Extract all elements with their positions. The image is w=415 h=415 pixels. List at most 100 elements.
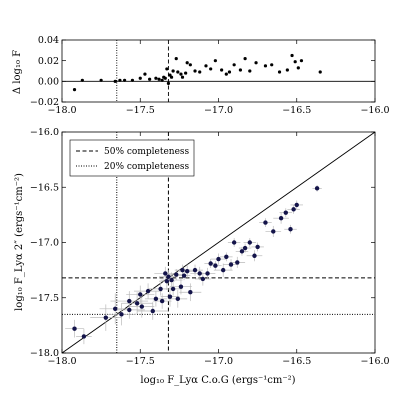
data-point — [200, 276, 206, 282]
residual-y-tick-label: 0.04 — [38, 35, 59, 46]
flux-y-tick-label: −16.0 — [30, 127, 59, 138]
residual-point — [270, 63, 274, 67]
residual-point — [123, 78, 127, 82]
data-point — [224, 254, 229, 260]
residual-panel-frame — [61, 39, 376, 103]
data-point — [181, 273, 187, 278]
data-point — [197, 271, 202, 276]
residual-point — [163, 76, 167, 80]
residual-point — [213, 59, 217, 63]
flux-x-tick-label: −17.5 — [126, 356, 155, 367]
data-point — [134, 301, 140, 306]
residual-point — [160, 78, 164, 82]
data-point — [139, 304, 145, 309]
data-point — [119, 312, 124, 317]
data-point — [158, 286, 163, 292]
data-point — [213, 263, 218, 268]
residual-point — [285, 68, 289, 72]
flux-y-tick-label: −17.5 — [30, 293, 59, 304]
residual-y-tick-label: 0.00 — [38, 77, 59, 88]
residual-point — [143, 72, 147, 76]
data-point — [216, 256, 221, 262]
data-point — [170, 286, 176, 292]
data-point — [235, 260, 240, 265]
residual-point — [169, 75, 174, 79]
residual-point — [248, 69, 252, 73]
residual-point — [209, 67, 213, 71]
data-point — [231, 240, 237, 245]
residual-y-tick-label: 0.02 — [38, 56, 59, 67]
residual-panel: −18.0 −17.5 −17.0 −16.5 −16.0 −0.02 0.00 0.02 0.… — [12, 35, 390, 116]
residual-x-tick-label: −17.0 — [204, 105, 233, 116]
residual-point — [318, 70, 322, 74]
residual-point — [154, 76, 158, 80]
flux-panel: −18.0 −17.5 −17.0 −16.5 −16.0 −18.0 −17.5 −17.0… — [14, 127, 390, 386]
residual-point — [277, 70, 282, 74]
data-point — [150, 308, 155, 314]
data-point — [163, 271, 168, 276]
residual-point — [80, 78, 84, 82]
residual-point — [130, 78, 135, 82]
data-point — [314, 186, 320, 191]
data-point — [283, 210, 288, 215]
residual-point — [166, 81, 171, 85]
data-point — [185, 269, 190, 274]
legend-box — [69, 139, 195, 177]
flux-x-label: log₁₀ F_Lyα C.o.G (ergs⁻¹cm⁻²) — [140, 375, 295, 386]
flux-x-tick-label: −16.5 — [282, 356, 311, 367]
flux-x-tick-label: −18.0 — [47, 356, 76, 367]
residual-point — [296, 66, 300, 70]
residual-point — [179, 72, 183, 76]
residual-point — [184, 71, 188, 75]
residual-point — [204, 64, 208, 68]
data-point — [252, 253, 257, 258]
data-point — [291, 207, 296, 212]
data-point — [180, 267, 185, 273]
residual-point — [263, 64, 268, 68]
legend-label-20: 20% completeness — [104, 162, 190, 172]
residual-point — [148, 77, 152, 81]
data-point — [278, 215, 284, 221]
data-point — [127, 298, 132, 304]
data-point — [164, 278, 170, 284]
data-point — [247, 240, 252, 245]
residual-y-tick-label: −0.02 — [30, 97, 59, 108]
data-point — [205, 271, 210, 276]
flux-y-tick-label: −16.5 — [30, 182, 59, 193]
residual-x-tick-label: −16.5 — [282, 105, 311, 116]
legend: 50% completeness 20% completeness — [69, 139, 195, 177]
data-point — [72, 326, 77, 331]
data-point — [294, 202, 299, 208]
data-point — [242, 245, 248, 251]
residual-point — [180, 75, 185, 79]
residual-point — [113, 79, 117, 83]
data-point — [166, 274, 171, 279]
residual-point — [99, 78, 103, 82]
residual-x-tick-label: −17.5 — [126, 105, 155, 116]
residual-point — [232, 63, 236, 67]
data-point — [220, 267, 226, 273]
residual-point — [157, 77, 161, 81]
residual-point — [224, 72, 228, 76]
residual-point — [227, 70, 232, 74]
residual-point — [165, 67, 169, 71]
residual-point — [254, 61, 258, 65]
flux-x-tick-label: −17.0 — [204, 356, 233, 367]
residual-point — [72, 88, 77, 92]
residual-point — [243, 57, 247, 61]
data-point — [145, 288, 151, 294]
data-point — [192, 267, 198, 273]
data-point — [228, 262, 234, 267]
flux-y-label: log₁₀ F_Lyα 2″ (ergs⁻¹cm⁻²) — [14, 173, 25, 311]
residual-point — [118, 78, 122, 82]
data-point — [81, 334, 87, 339]
data-point — [175, 296, 181, 302]
residual-point — [238, 68, 243, 72]
data-point — [169, 277, 174, 283]
data-point — [239, 249, 245, 254]
residual-point — [299, 59, 304, 63]
flux-y-tick-label: −17.0 — [30, 238, 59, 249]
data-point — [103, 315, 109, 320]
residual-point — [198, 70, 202, 74]
